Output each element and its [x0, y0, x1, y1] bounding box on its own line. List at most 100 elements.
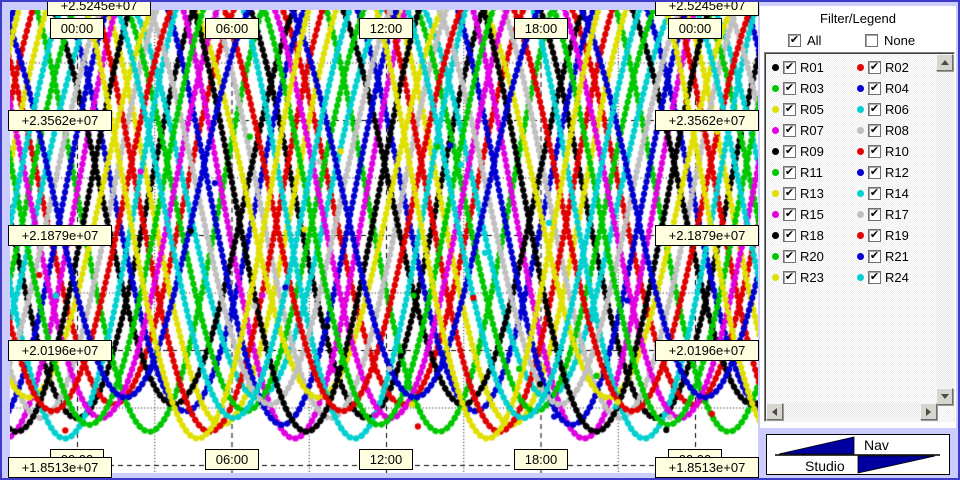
legend-checkbox-R19[interactable]: ✔: [868, 229, 881, 242]
legend-checkbox-R10[interactable]: ✔: [868, 145, 881, 158]
none-checkbox-label: None: [884, 33, 916, 48]
legend-item-R12: ✔ R12: [852, 162, 937, 183]
legend-checkbox-R15[interactable]: ✔: [783, 208, 796, 221]
down-arrow-icon: [940, 394, 949, 403]
y-tick-right-3: +2.0196e+07: [655, 340, 759, 361]
legend-color-dot-R19: [857, 232, 864, 239]
legend-color-dot-R18: [772, 232, 779, 239]
none-checkbox[interactable]: [865, 34, 878, 47]
y-tick-left-1: +2.3562e+07: [8, 110, 112, 131]
legend-label-R24: R24: [885, 270, 909, 285]
legend-listbox: ✔ R01 ✔ R02 ✔ R03 ✔ R04 ✔ R05 ✔ R06 ✔ R07 ✔ R08 ✔ R09 ✔ R10…: [764, 52, 955, 422]
scroll-up-button[interactable]: [936, 54, 953, 71]
legend-item-R09: ✔ R09: [767, 141, 852, 162]
legend-checkbox-R01[interactable]: ✔: [783, 61, 796, 74]
legend-checkbox-R18[interactable]: ✔: [783, 229, 796, 242]
legend-color-dot-R23: [772, 274, 779, 281]
legend-rows: ✔ R01 ✔ R02 ✔ R03 ✔ R04 ✔ R05 ✔ R06 ✔ R07 ✔ R08 ✔ R09 ✔ R10…: [767, 57, 937, 288]
legend-checkbox-R02[interactable]: ✔: [868, 61, 881, 74]
legend-item-R03: ✔ R03: [767, 78, 852, 99]
left-arrow-icon: [768, 407, 777, 416]
legend-color-dot-R03: [772, 85, 779, 92]
legend-vertical-scrollbar[interactable]: [936, 54, 953, 405]
scroll-right-button[interactable]: [920, 403, 937, 420]
legend-label-R13: R13: [800, 186, 824, 201]
filter-none-row: None: [865, 33, 915, 48]
legend-item-R20: ✔ R20: [767, 246, 852, 267]
legend-label-R15: R15: [800, 207, 824, 222]
legend-color-dot-R01: [772, 64, 779, 71]
legend-label-R02: R02: [885, 60, 909, 75]
legend-checkbox-R14[interactable]: ✔: [868, 187, 881, 200]
legend-item-R21: ✔ R21: [852, 246, 937, 267]
legend-label-R05: R05: [800, 102, 824, 117]
all-checkbox[interactable]: ✔: [788, 34, 801, 47]
legend-item-R15: ✔ R15: [767, 204, 852, 225]
legend-checkbox-R05[interactable]: ✔: [783, 103, 796, 116]
legend-label-R10: R10: [885, 144, 909, 159]
legend-label-R19: R19: [885, 228, 909, 243]
legend-checkbox-R06[interactable]: ✔: [868, 103, 881, 116]
legend-label-R11: R11: [800, 165, 823, 180]
legend-checkbox-R03[interactable]: ✔: [783, 82, 796, 95]
filter-legend-panel: Filter/Legend ✔ All None ✔ R01 ✔ R02 ✔ R03 ✔ R0…: [760, 6, 956, 428]
legend-color-dot-R24: [857, 274, 864, 281]
legend-item-R07: ✔ R07: [767, 120, 852, 141]
legend-label-R17: R17: [885, 207, 909, 222]
legend-label-R08: R08: [885, 123, 909, 138]
legend-label-R18: R18: [800, 228, 824, 243]
legend-label-R14: R14: [885, 186, 909, 201]
legend-checkbox-R24[interactable]: ✔: [868, 271, 881, 284]
legend-color-dot-R08: [857, 127, 864, 134]
legend-color-dot-R09: [772, 148, 779, 155]
legend-item-R14: ✔ R14: [852, 183, 937, 204]
logo-upper-triangle: [778, 436, 855, 455]
scroll-down-button[interactable]: [936, 388, 953, 405]
legend-checkbox-R17[interactable]: ✔: [868, 208, 881, 221]
legend-checkbox-R12[interactable]: ✔: [868, 166, 881, 179]
legend-item-R18: ✔ R18: [767, 225, 852, 246]
legend-color-dot-R21: [857, 253, 864, 260]
legend-color-dot-R14: [857, 190, 864, 197]
legend-label-R23: R23: [800, 270, 824, 285]
x-tick-bottom-3: 18:00: [514, 449, 568, 470]
all-checkbox-label: All: [807, 33, 822, 48]
x-tick-bottom-1: 06:00: [205, 449, 259, 470]
legend-checkbox-R13[interactable]: ✔: [783, 187, 796, 200]
range-plot-canvas[interactable]: [10, 10, 758, 473]
legend-item-R24: ✔ R24: [852, 267, 937, 288]
legend-item-R10: ✔ R10: [852, 141, 937, 162]
legend-horizontal-scrollbar[interactable]: [766, 403, 937, 420]
legend-item-R05: ✔ R05: [767, 99, 852, 120]
legend-item-R01: ✔ R01: [767, 57, 852, 78]
y-tick-left-3: +2.0196e+07: [8, 340, 112, 361]
legend-item-R17: ✔ R17: [852, 204, 937, 225]
legend-label-R06: R06: [885, 102, 909, 117]
legend-checkbox-R21[interactable]: ✔: [868, 250, 881, 263]
legend-checkbox-R09[interactable]: ✔: [783, 145, 796, 158]
scroll-left-button[interactable]: [766, 403, 783, 420]
legend-checkbox-R04[interactable]: ✔: [868, 82, 881, 95]
legend-checkbox-R07[interactable]: ✔: [783, 124, 796, 137]
legend-checkbox-R08[interactable]: ✔: [868, 124, 881, 137]
legend-checkbox-R20[interactable]: ✔: [783, 250, 796, 263]
up-arrow-icon: [940, 56, 949, 65]
legend-color-dot-R15: [772, 211, 779, 218]
x-tick-top-4: 00:00: [668, 18, 722, 39]
y-tick-left-4: +1.8513e+07: [8, 457, 112, 478]
navstudio-logo: Nav Studio: [766, 434, 950, 475]
legend-item-R06: ✔ R06: [852, 99, 937, 120]
y-tick-right-1: +2.3562e+07: [655, 110, 759, 131]
legend-label-R12: R12: [885, 165, 909, 180]
legend-checkbox-R11[interactable]: ✔: [783, 166, 796, 179]
right-arrow-icon: [926, 407, 935, 416]
x-tick-top-1: 06:00: [205, 18, 259, 39]
legend-label-R07: R07: [800, 123, 824, 138]
filter-all-row: ✔ All: [788, 33, 821, 48]
x-tick-top-3: 18:00: [514, 18, 568, 39]
legend-color-dot-R04: [857, 85, 864, 92]
legend-color-dot-R12: [857, 169, 864, 176]
legend-checkbox-R23[interactable]: ✔: [783, 271, 796, 284]
legend-color-dot-R10: [857, 148, 864, 155]
